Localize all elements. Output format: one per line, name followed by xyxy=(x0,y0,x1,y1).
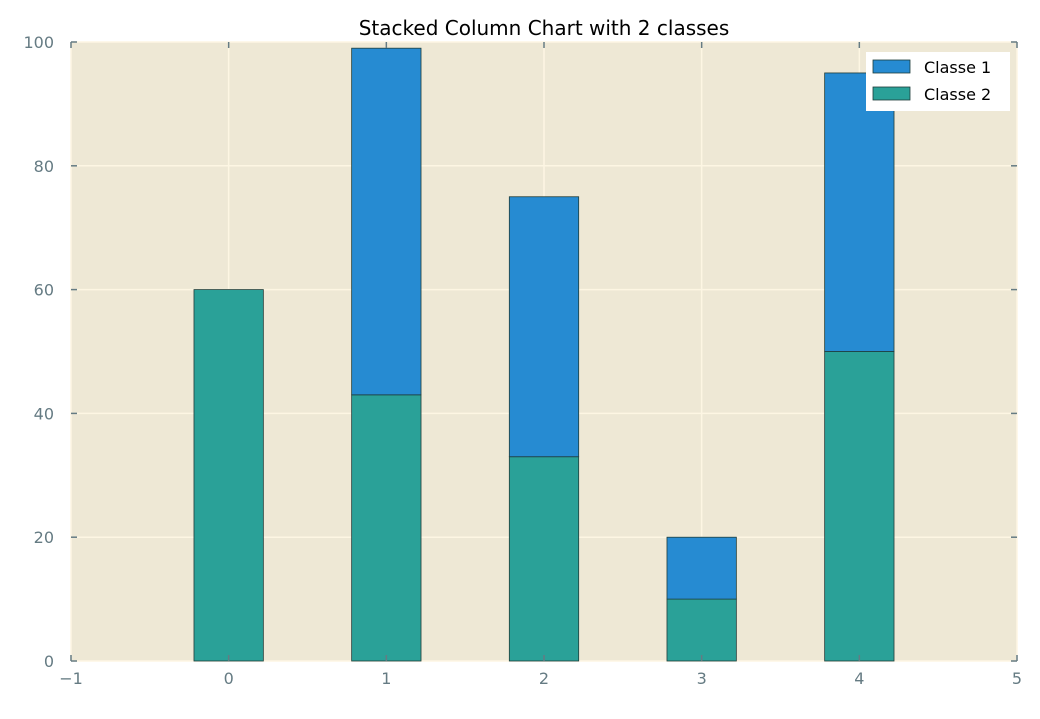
legend: Classe 1 Classe 2 xyxy=(866,52,1010,111)
bar-classe-2-3 xyxy=(666,598,737,662)
x-tick-label: 5 xyxy=(1012,669,1022,688)
x-tick-label: 4 xyxy=(854,669,864,688)
x-tick-label: 1 xyxy=(381,669,391,688)
legend-label-2: Classe 2 xyxy=(924,85,991,104)
chart-title: Stacked Column Chart with 2 classes xyxy=(359,16,730,40)
bar-classe-2-0 xyxy=(193,289,264,662)
bar-classe-1-3 xyxy=(666,536,737,600)
legend-swatch-2 xyxy=(872,86,911,101)
x-tick-label: 2 xyxy=(539,669,549,688)
bar-classe-2-4 xyxy=(824,351,895,662)
y-tick-label: 40 xyxy=(34,404,54,423)
legend-swatch-1 xyxy=(872,59,911,74)
y-tick-label: 60 xyxy=(34,281,54,300)
y-tick-label: 100 xyxy=(23,33,54,52)
x-tick-label: −1 xyxy=(59,669,83,688)
y-tick-label: 0 xyxy=(44,652,54,671)
x-tick-label: 0 xyxy=(224,669,234,688)
y-tick-label: 80 xyxy=(34,157,54,176)
bar-classe-1-1 xyxy=(351,47,422,396)
bar-classe-2-1 xyxy=(351,394,422,662)
axes: −1 0 1 2 3 4 5 0 20 40 60 80 100 xyxy=(23,33,1022,688)
bar-classe-1-4 xyxy=(824,72,895,352)
y-tick-label: 20 xyxy=(34,528,54,547)
legend-label-1: Classe 1 xyxy=(924,58,991,77)
bars xyxy=(193,47,895,662)
bar-classe-2-2 xyxy=(508,456,580,662)
x-tick-label: 3 xyxy=(697,669,707,688)
bar-classe-1-2 xyxy=(508,196,580,458)
